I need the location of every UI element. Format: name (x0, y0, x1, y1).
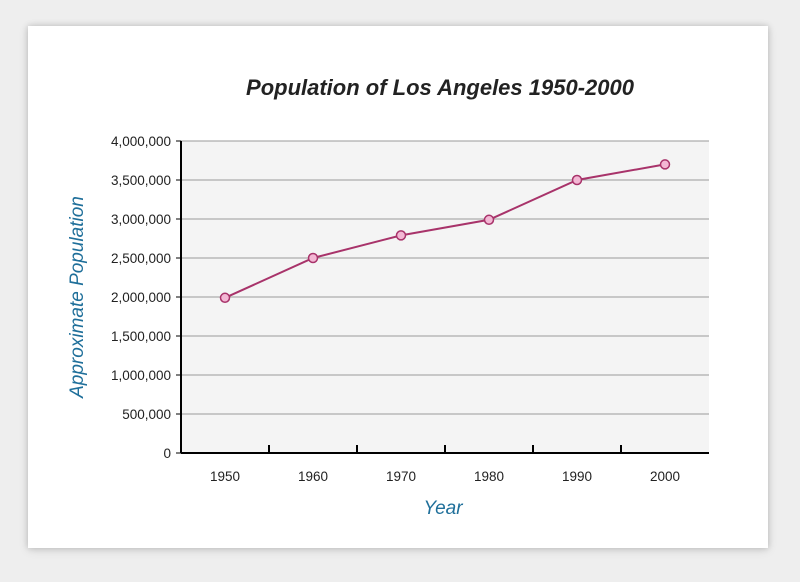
x-tick-label: 1960 (298, 469, 328, 484)
data-point (571, 174, 583, 186)
y-tick-label: 1,500,000 (111, 329, 171, 344)
y-tick-label: 1,000,000 (111, 368, 171, 383)
y-tick-label: 2,000,000 (111, 290, 171, 305)
y-axis-ticks: 0 500,000 1,000,000 1,500,000 2,000,000 2,500… (111, 134, 181, 461)
y-tick-label: 500,000 (122, 407, 171, 422)
series-line (224, 163, 666, 299)
y-axis-title: Approximate Population (67, 196, 88, 399)
data-point (219, 292, 231, 304)
data-points (219, 159, 671, 304)
data-point (659, 159, 671, 170)
data-point (395, 230, 407, 241)
y-tick-label: 3,000,000 (111, 212, 171, 227)
x-tick-label: 1990 (562, 469, 592, 484)
x-axis-ticks (268, 445, 622, 453)
data-point (483, 214, 495, 226)
x-tick-label: 1980 (474, 469, 504, 484)
x-axis-tick-labels: 1950 1960 1970 1980 1990 2000 (210, 469, 680, 484)
x-tick-label: 1970 (386, 469, 416, 484)
y-tick-label: 4,000,000 (111, 134, 171, 149)
data-point (307, 252, 319, 264)
y-tick-label: 0 (163, 446, 171, 461)
y-tick-label: 3,500,000 (111, 173, 171, 188)
gridlines (181, 140, 709, 415)
x-tick-label: 1950 (210, 469, 240, 484)
x-tick-label: 2000 (650, 469, 680, 484)
x-axis-title: Year (423, 498, 463, 519)
y-tick-label: 2,500,000 (111, 251, 171, 266)
chart-title: Population of Los Angeles 1950-2000 (246, 75, 635, 100)
